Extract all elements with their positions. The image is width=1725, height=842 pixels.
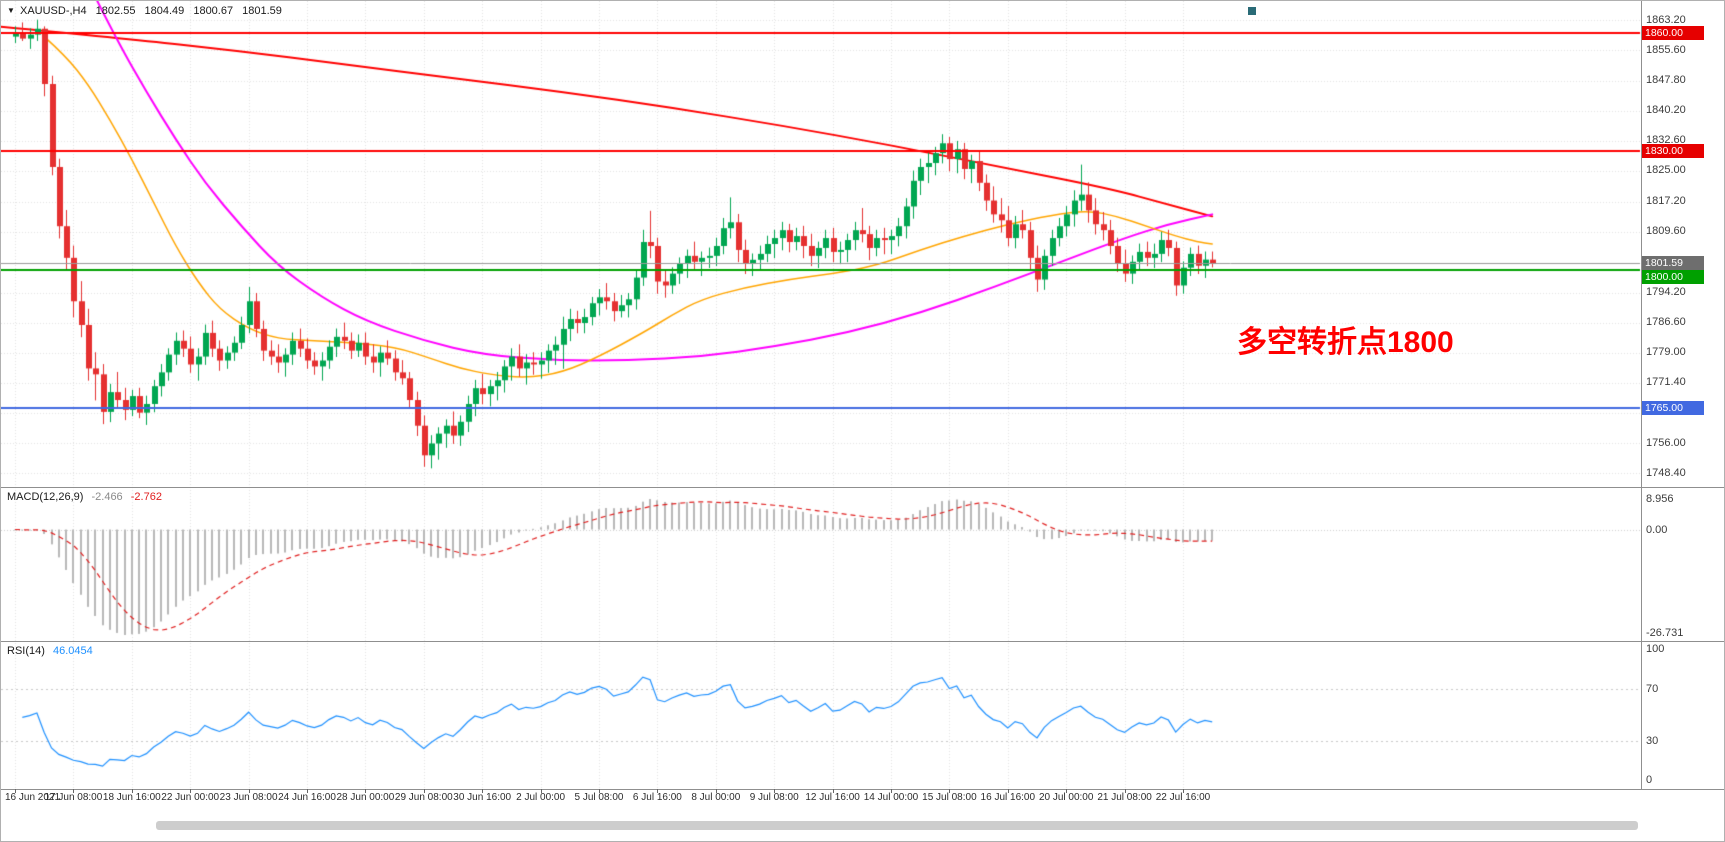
price-axis-label: 1825.00 bbox=[1646, 164, 1686, 177]
chart-marker-square bbox=[1248, 7, 1256, 15]
time-axis-label: 14 Jul 00:00 bbox=[863, 792, 919, 803]
price-axis-label: 1756.00 bbox=[1646, 436, 1686, 449]
rsi-axis-label: 0 bbox=[1646, 774, 1653, 786]
time-axis-tick bbox=[190, 789, 191, 793]
time-axis-tick bbox=[833, 789, 834, 793]
time-axis-tick bbox=[73, 789, 74, 793]
time-axis-tick bbox=[307, 789, 308, 793]
time-axis-tick bbox=[249, 789, 250, 793]
symbol-timeframe-label: XAUUSD-,H4 bbox=[19, 5, 87, 17]
price-axis-label: 1863.20 bbox=[1646, 13, 1686, 26]
price-scale[interactable] bbox=[1641, 1, 1724, 789]
price-axis-label: 1771.40 bbox=[1646, 376, 1686, 389]
horizontal-scrollbar[interactable] bbox=[1, 819, 1641, 832]
time-axis-separator bbox=[1, 789, 1724, 790]
low-value: 1800.67 bbox=[193, 5, 234, 17]
price-badge: 1765.00 bbox=[1642, 400, 1704, 415]
time-axis-label: 15 Jul 08:00 bbox=[922, 792, 977, 803]
chart-ohlc-header: ▼ XAUUSD-,H4 1802.55 1804.49 1800.67 180… bbox=[7, 5, 282, 17]
price-axis-label: 1855.60 bbox=[1646, 43, 1686, 56]
open-value: 1802.55 bbox=[95, 5, 136, 17]
time-axis-tick bbox=[891, 789, 892, 793]
rsi-axis-label: 70 bbox=[1646, 682, 1659, 695]
price-badge: 1830.00 bbox=[1642, 144, 1704, 159]
price-axis-label: 1786.60 bbox=[1646, 316, 1686, 329]
time-axis-label: 22 Jul 16:00 bbox=[1155, 792, 1211, 803]
price-axis-label: 1847.80 bbox=[1646, 74, 1686, 87]
time-axis-tick bbox=[774, 789, 775, 793]
time-axis-tick bbox=[15, 789, 16, 793]
macd-indicator-label: MACD(12,26,9) -2.466 -2.762 bbox=[7, 491, 162, 503]
time-axis-label: 16 Jun 2021 bbox=[5, 792, 61, 803]
time-axis-label: 23 Jun 08:00 bbox=[219, 792, 278, 803]
time-axis-label: 17 Jun 08:00 bbox=[44, 792, 103, 803]
panel-separator-rsi[interactable] bbox=[1, 641, 1724, 642]
time-axis-tick bbox=[657, 789, 658, 793]
price-axis-label: 1809.60 bbox=[1646, 225, 1686, 238]
time-axis-tick bbox=[1008, 789, 1009, 793]
time-axis-label: 8 Jul 00:00 bbox=[691, 792, 741, 803]
time-axis-label: 29 Jun 08:00 bbox=[394, 792, 453, 803]
rsi-value: 46.0454 bbox=[52, 645, 93, 657]
time-axis-tick bbox=[541, 789, 542, 793]
time-axis-label: 20 Jul 00:00 bbox=[1038, 792, 1094, 803]
time-axis-label: 6 Jul 16:00 bbox=[632, 792, 682, 803]
price-badge: 1860.00 bbox=[1642, 25, 1704, 40]
annotation-text: 多空转折点1800 bbox=[1237, 326, 1454, 359]
time-axis-tick bbox=[716, 789, 717, 793]
time-axis-tick bbox=[1183, 789, 1184, 793]
rsi-name: RSI(14) bbox=[7, 645, 45, 657]
macd-main-value: -2.466 bbox=[91, 491, 123, 503]
scrollbar-thumb[interactable] bbox=[156, 821, 1638, 830]
time-axis-tick bbox=[132, 789, 133, 793]
price-scale-divider[interactable] bbox=[1641, 1, 1642, 789]
rsi-indicator-label: RSI(14) 46.0454 bbox=[7, 645, 93, 657]
time-axis-label: 2 Jul 00:00 bbox=[516, 792, 566, 803]
rsi-axis-label: 30 bbox=[1646, 735, 1659, 748]
time-axis-label: 30 Jun 16:00 bbox=[453, 792, 512, 803]
time-axis-label: 28 Jun 00:00 bbox=[336, 792, 395, 803]
price-axis-label: 1794.20 bbox=[1646, 286, 1686, 299]
macd-axis-min: -26.731 bbox=[1646, 627, 1684, 639]
time-axis-label: 18 Jun 16:00 bbox=[102, 792, 161, 803]
rsi-axis-label: 100 bbox=[1646, 643, 1665, 655]
time-axis-label: 16 Jul 16:00 bbox=[980, 792, 1036, 803]
time-axis-label: 12 Jul 16:00 bbox=[805, 792, 860, 803]
time-axis-tick bbox=[1125, 789, 1126, 793]
price-axis-label: 1779.00 bbox=[1646, 346, 1686, 359]
time-axis-label: 24 Jun 16:00 bbox=[278, 792, 336, 803]
time-axis-label: 22 Jun 00:00 bbox=[161, 792, 220, 803]
price-axis-label: 1840.20 bbox=[1646, 104, 1686, 117]
time-axis-tick bbox=[482, 789, 483, 793]
time-axis-tick bbox=[424, 789, 425, 793]
macd-signal-value: -2.762 bbox=[130, 491, 162, 503]
price-axis-label: 1832.60 bbox=[1646, 134, 1686, 147]
time-axis-tick bbox=[365, 789, 366, 793]
time-axis-tick bbox=[1066, 789, 1067, 793]
price-badge: 1801.59 bbox=[1642, 256, 1704, 271]
price-axis-label: 1817.20 bbox=[1646, 195, 1686, 208]
collapse-triangle-icon[interactable]: ▼ bbox=[7, 6, 15, 15]
macd-axis-max: 8.956 bbox=[1646, 493, 1674, 505]
panel-separator-macd[interactable] bbox=[1, 487, 1724, 488]
time-axis-label: 5 Jul 08:00 bbox=[574, 792, 624, 803]
high-value: 1804.49 bbox=[144, 5, 185, 17]
price-badge: 1800.00 bbox=[1642, 270, 1704, 285]
close-value: 1801.59 bbox=[242, 5, 282, 17]
macd-name: MACD(12,26,9) bbox=[7, 491, 84, 503]
time-axis-tick bbox=[949, 789, 950, 793]
time-axis-label: 9 Jul 08:00 bbox=[749, 792, 799, 803]
time-axis-tick bbox=[599, 789, 600, 793]
price-axis-label: 1748.40 bbox=[1646, 466, 1686, 479]
time-axis-label: 21 Jul 08:00 bbox=[1097, 792, 1152, 803]
macd-axis-zero: 0.00 bbox=[1646, 523, 1668, 536]
